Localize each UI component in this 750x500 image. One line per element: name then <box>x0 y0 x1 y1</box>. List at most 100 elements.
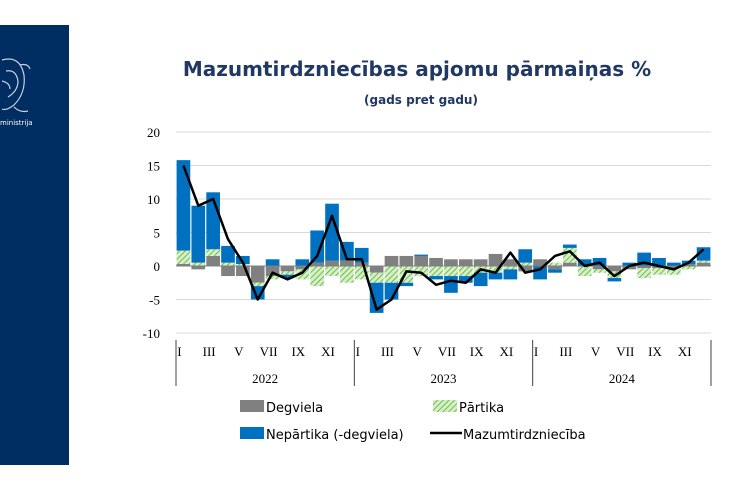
y-axis: -10 -5 0 5 10 15 20 <box>143 125 160 341</box>
bar-degviela <box>458 259 473 266</box>
bar-degviela <box>429 257 443 266</box>
bar-p-rtika <box>369 272 384 283</box>
bar-degviela <box>696 262 711 266</box>
bar-nep-rtika-degviela- <box>622 262 637 266</box>
y-tick-label: 20 <box>147 125 160 140</box>
bar-p-rtika <box>458 266 473 277</box>
bar-p-rtika <box>488 266 503 273</box>
bar-nep-rtika-degviela- <box>667 262 681 266</box>
x-tick-label: I <box>534 344 538 359</box>
bar-nep-rtika-degviela- <box>429 276 443 280</box>
y-tick-label: -10 <box>143 326 160 341</box>
legend-swatch <box>433 400 457 412</box>
x-tick-label: III <box>381 344 394 359</box>
bar-degviela <box>548 266 562 270</box>
bar-degviela <box>206 255 220 266</box>
bar-p-rtika <box>429 266 443 277</box>
sidebar-panel: ministrija <box>0 25 69 465</box>
bar-degviela <box>637 266 651 269</box>
bar-nep-rtika-degviela- <box>310 230 325 263</box>
x-tick-label: V <box>234 344 244 359</box>
bar-degviela <box>325 260 339 266</box>
bar-nep-rtika-degviela- <box>518 249 533 263</box>
y-tick-label: -5 <box>149 293 160 308</box>
bar-nep-rtika-degviela- <box>325 203 339 261</box>
bar-degviela <box>503 259 518 266</box>
bar-p-rtika <box>280 271 295 275</box>
x-tick-label: III <box>203 344 216 359</box>
bar-degviela <box>473 259 488 266</box>
bar-degviela <box>444 259 458 266</box>
x-tick-label: VII <box>438 344 456 359</box>
bar-degviela <box>399 255 414 266</box>
x-tick-label: IX <box>648 344 662 359</box>
bar-nep-rtika-degviela- <box>265 259 280 266</box>
bar-nep-rtika-degviela- <box>473 272 488 287</box>
bar-degviela <box>533 259 547 266</box>
x-tick-label: I <box>177 344 181 359</box>
x-tick-label: IX <box>291 344 305 359</box>
bar-degviela <box>622 266 637 270</box>
bar-degviela <box>518 266 533 272</box>
bar-nep-rtika-degviela- <box>191 205 206 263</box>
bar-p-rtika <box>696 260 711 263</box>
x-tick-label: XI <box>678 344 692 359</box>
bar-nep-rtika-degviela- <box>399 282 414 287</box>
bar-degviela <box>236 266 250 277</box>
bar-degviela <box>250 266 265 283</box>
bar-degviela <box>592 266 607 270</box>
x-axis: I III V VII IX XI I III V VII IX XI I III V VII IX XI2022… <box>175 340 712 386</box>
x-tick-label: III <box>559 344 572 359</box>
gridlines <box>176 131 711 334</box>
bar-p-rtika <box>548 262 562 266</box>
bar-p-rtika <box>577 266 592 277</box>
bar-p-rtika <box>340 266 354 283</box>
x-tick-label: VII <box>260 344 278 359</box>
y-tick-label: 10 <box>147 192 160 207</box>
chart-title: Mazumtirdzniecības apjomu pārmaiņas % <box>183 57 651 81</box>
bar-p-rtika <box>384 266 399 283</box>
bar-p-rtika <box>206 249 220 256</box>
bar-nep-rtika-degviela- <box>696 247 711 261</box>
bar-degviela <box>384 255 399 266</box>
line-series <box>182 165 705 311</box>
bar-p-rtika <box>444 266 458 277</box>
bar-p-rtika <box>221 262 235 266</box>
y-tick-label: 0 <box>154 259 161 274</box>
bar-nep-rtika-degviela- <box>414 254 429 256</box>
bar-degviela <box>191 266 206 270</box>
bar-nep-rtika-degviela- <box>369 282 384 313</box>
bar-degviela <box>667 266 681 269</box>
bar-degviela <box>176 263 191 266</box>
chart-subtitle: (gads pret gadu) <box>364 93 478 107</box>
x-tick-label: I <box>356 344 360 359</box>
coat-of-arms-icon <box>1 58 31 113</box>
legend-label: Pārtika <box>459 401 504 416</box>
bar-p-rtika <box>681 266 696 270</box>
bar-p-rtika <box>265 276 280 280</box>
legend-label: Nepārtika (-degviela) <box>266 428 404 443</box>
bar-degviela <box>562 262 577 266</box>
bar-nep-rtika-degviela- <box>652 257 666 266</box>
bar-nep-rtika-degviela- <box>562 244 577 248</box>
x-tick-label: V <box>591 344 601 359</box>
bar-p-rtika <box>295 269 310 280</box>
bar-p-rtika <box>250 282 265 287</box>
bar-degviela <box>310 262 325 266</box>
bar-degviela <box>488 253 503 266</box>
bar-degviela <box>265 266 280 277</box>
year-label: 2023 <box>431 371 457 386</box>
line-mazumtirdznieciba <box>182 165 705 311</box>
bar-p-rtika <box>637 268 651 279</box>
bar-degviela <box>414 255 429 266</box>
bar-nep-rtika-degviela- <box>458 276 473 283</box>
bar-nep-rtika-degviela- <box>221 245 235 263</box>
bar-degviela <box>369 266 384 273</box>
bar-nep-rtika-degviela- <box>488 272 503 280</box>
bar-nep-rtika-degviela- <box>280 274 295 279</box>
ministry-label: ministrija <box>0 119 33 127</box>
y-tick-label: 5 <box>154 226 161 241</box>
legend-label: Mazumtirdzniecība <box>463 428 586 443</box>
legend-label: Degviela <box>266 401 323 416</box>
